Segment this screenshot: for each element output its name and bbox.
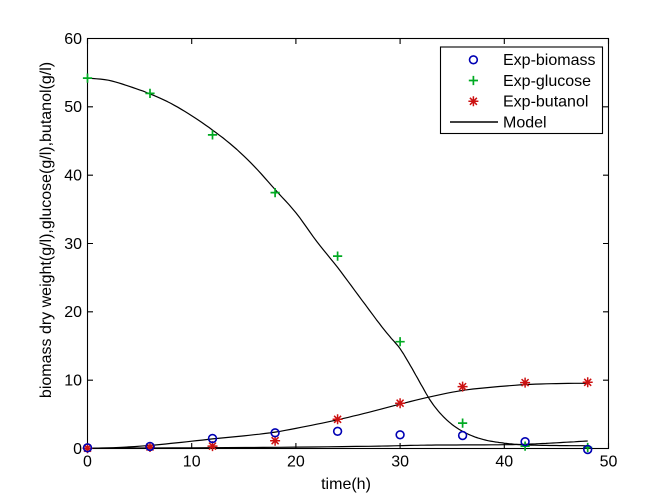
svg-text:time(h): time(h) (321, 476, 371, 493)
svg-text:50: 50 (600, 454, 618, 471)
svg-text:10: 10 (183, 454, 201, 471)
svg-text:40: 40 (495, 454, 513, 471)
svg-text:0: 0 (73, 441, 82, 458)
svg-text:biomass dry weight(g/l),glucos: biomass dry weight(g/l),glucose(g/l),but… (38, 62, 55, 398)
svg-text:50: 50 (64, 99, 82, 116)
svg-text:40: 40 (64, 168, 82, 185)
svg-text:20: 20 (64, 304, 82, 321)
svg-text:30: 30 (64, 236, 82, 253)
svg-text:60: 60 (64, 31, 82, 48)
svg-text:30: 30 (391, 454, 409, 471)
svg-text:0: 0 (83, 454, 92, 471)
svg-text:10: 10 (64, 373, 82, 390)
svg-text:Exp-biomass: Exp-biomass (503, 52, 595, 69)
svg-text:Model: Model (503, 114, 547, 131)
svg-text:Exp-butanol: Exp-butanol (503, 94, 588, 111)
svg-text:Exp-glucose: Exp-glucose (503, 73, 591, 90)
svg-text:20: 20 (287, 454, 305, 471)
